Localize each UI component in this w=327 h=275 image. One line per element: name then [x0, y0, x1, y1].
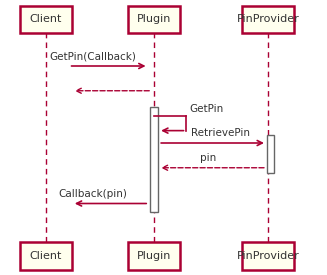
Text: Client: Client: [29, 251, 62, 261]
Text: Plugin: Plugin: [136, 251, 171, 261]
Bar: [267, 135, 274, 173]
FancyBboxPatch shape: [20, 242, 72, 270]
FancyBboxPatch shape: [242, 6, 294, 33]
Text: GetPin: GetPin: [190, 104, 224, 114]
Text: pin: pin: [199, 153, 216, 163]
FancyBboxPatch shape: [128, 6, 180, 33]
Text: Client: Client: [29, 14, 62, 24]
Text: PinProvider: PinProvider: [237, 251, 300, 261]
Text: RetrievePin: RetrievePin: [191, 128, 250, 138]
Bar: [150, 107, 158, 212]
Text: GetPin(Callback): GetPin(Callback): [50, 51, 137, 61]
Text: Callback(pin): Callback(pin): [59, 189, 128, 199]
FancyBboxPatch shape: [128, 242, 180, 270]
Text: Plugin: Plugin: [136, 14, 171, 24]
Text: PinProvider: PinProvider: [237, 14, 300, 24]
FancyBboxPatch shape: [20, 6, 72, 33]
FancyBboxPatch shape: [242, 242, 294, 270]
